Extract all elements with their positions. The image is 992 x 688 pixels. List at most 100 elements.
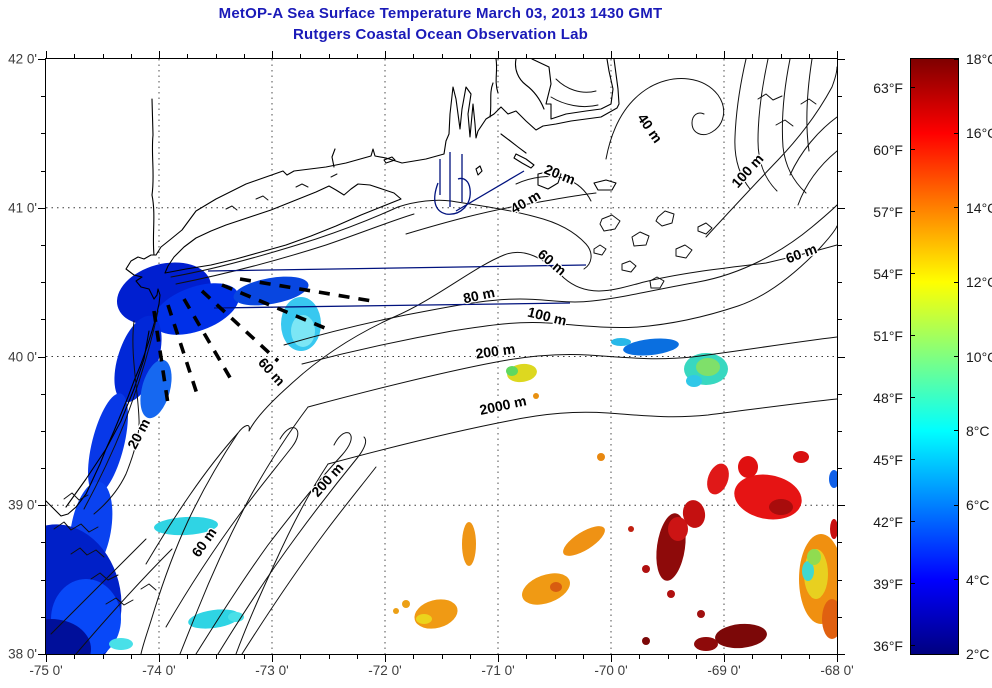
contour-label: 200 m bbox=[475, 340, 517, 361]
transect-lines bbox=[207, 152, 587, 309]
y-minor-tick bbox=[837, 542, 842, 544]
x-minor-tick bbox=[695, 654, 697, 659]
x-minor-tick bbox=[356, 54, 358, 59]
y-tick-label: 41 0' bbox=[8, 200, 37, 216]
y-minor-tick bbox=[41, 133, 46, 135]
colorbar-celsius-label: 8°C bbox=[966, 422, 990, 439]
x-major-tick bbox=[837, 654, 838, 662]
colorbar-tick bbox=[954, 579, 959, 581]
colorbar-tick bbox=[910, 459, 915, 461]
x-minor-tick bbox=[187, 54, 189, 59]
y-minor-tick bbox=[837, 616, 842, 618]
y-minor-tick bbox=[41, 616, 46, 618]
colorbar-celsius-label: 10°C bbox=[966, 348, 992, 365]
colorbar-fahrenheit-label: 60°F bbox=[873, 141, 903, 158]
y-minor-tick bbox=[41, 542, 46, 544]
x-tick-label: -68 0' bbox=[820, 663, 854, 678]
colorbar-tick bbox=[910, 583, 915, 585]
y-minor-tick bbox=[41, 282, 46, 284]
contour-label: 100 m bbox=[526, 304, 568, 329]
x-tick-label: -74 0' bbox=[142, 663, 176, 678]
contour-label: 20 m bbox=[542, 161, 578, 188]
figure-title: MetOP-A Sea Surface Temperature March 03… bbox=[218, 5, 663, 22]
x-minor-tick bbox=[441, 654, 443, 659]
x-major-tick bbox=[611, 51, 612, 59]
colorbar-tick bbox=[954, 430, 959, 432]
y-tick-label: 38 0' bbox=[8, 646, 37, 662]
coastline bbox=[46, 59, 620, 517]
x-minor-tick bbox=[808, 54, 810, 59]
colorbar: 18°C 16°C 14°C 12°C 10°C 8°C 6°C 4°C 2°C 63°F 60°F… bbox=[873, 51, 992, 662]
x-minor-tick bbox=[752, 54, 754, 59]
colorbar-celsius-label: 16°C bbox=[966, 125, 992, 142]
x-minor-tick bbox=[328, 654, 330, 659]
x-minor-tick bbox=[356, 654, 358, 659]
x-tick-label: -73 0' bbox=[255, 663, 289, 678]
x-major-tick bbox=[46, 654, 47, 662]
colorbar-celsius-label: 4°C bbox=[966, 571, 990, 588]
y-minor-tick bbox=[837, 282, 842, 284]
y-major-tick bbox=[837, 207, 845, 209]
colorbar-fahrenheit-label: 48°F bbox=[873, 389, 903, 406]
x-minor-tick bbox=[526, 54, 528, 59]
x-minor-tick bbox=[413, 654, 415, 659]
colorbar-tick bbox=[910, 335, 915, 337]
x-minor-tick bbox=[300, 54, 302, 59]
x-minor-tick bbox=[639, 654, 641, 659]
y-minor-tick bbox=[837, 393, 842, 395]
y-minor-tick bbox=[837, 579, 842, 581]
colorbar-fahrenheit-label: 57°F bbox=[873, 203, 903, 220]
colorbar-tick bbox=[910, 645, 915, 647]
y-minor-tick bbox=[837, 468, 842, 470]
x-minor-tick bbox=[215, 54, 217, 59]
colorbar-tick bbox=[910, 397, 915, 399]
y-minor-tick bbox=[41, 244, 46, 246]
x-minor-tick bbox=[582, 54, 584, 59]
x-minor-tick bbox=[243, 54, 245, 59]
colorbar-fahrenheit-label: 54°F bbox=[873, 265, 903, 282]
x-major-tick bbox=[46, 51, 47, 59]
colorbar-celsius-label: 2°C bbox=[966, 646, 990, 662]
colorbar-tick bbox=[954, 207, 959, 209]
colorbar-celsius-label: 18°C bbox=[966, 51, 992, 67]
x-tick-label: -71 0' bbox=[481, 663, 515, 678]
y-major-tick bbox=[38, 207, 46, 209]
x-tick-label: -72 0' bbox=[368, 663, 402, 678]
contour-label: 2000 m bbox=[478, 392, 528, 418]
x-major-tick bbox=[498, 654, 499, 662]
sst-temperature-patches bbox=[46, 262, 837, 654]
colorbar-tick bbox=[910, 273, 915, 275]
x-minor-tick bbox=[582, 654, 584, 659]
x-minor-tick bbox=[752, 654, 754, 659]
figure-subtitle: Rutgers Coastal Ocean Observation Lab bbox=[293, 26, 588, 43]
x-minor-tick bbox=[808, 654, 810, 659]
colorbar-celsius-label: 12°C bbox=[966, 274, 992, 291]
y-minor-tick bbox=[41, 170, 46, 172]
x-minor-tick bbox=[469, 654, 471, 659]
colorbar-tick bbox=[954, 281, 959, 283]
x-major-tick bbox=[158, 654, 160, 662]
y-major-tick bbox=[38, 654, 46, 655]
x-major-tick bbox=[724, 654, 725, 662]
x-minor-tick bbox=[187, 654, 189, 659]
y-minor-tick bbox=[837, 430, 842, 432]
y-minor-tick bbox=[837, 170, 842, 172]
contour-label: 40 m bbox=[508, 187, 544, 217]
colorbar-fahrenheit-label: 45°F bbox=[873, 451, 903, 468]
x-major-tick bbox=[837, 51, 838, 59]
x-minor-tick bbox=[328, 54, 330, 59]
x-minor-tick bbox=[554, 654, 556, 659]
y-minor-tick bbox=[41, 579, 46, 581]
x-minor-tick bbox=[300, 654, 302, 659]
y-minor-tick bbox=[41, 393, 46, 395]
y-tick-label: 42 0' bbox=[8, 51, 37, 67]
x-minor-tick bbox=[695, 54, 697, 59]
x-minor-tick bbox=[469, 54, 471, 59]
y-major-tick bbox=[38, 356, 46, 358]
x-minor-tick bbox=[667, 54, 669, 59]
y-major-tick bbox=[837, 654, 845, 655]
x-minor-tick bbox=[639, 54, 641, 59]
x-minor-tick bbox=[667, 654, 669, 659]
y-major-tick bbox=[837, 59, 845, 60]
